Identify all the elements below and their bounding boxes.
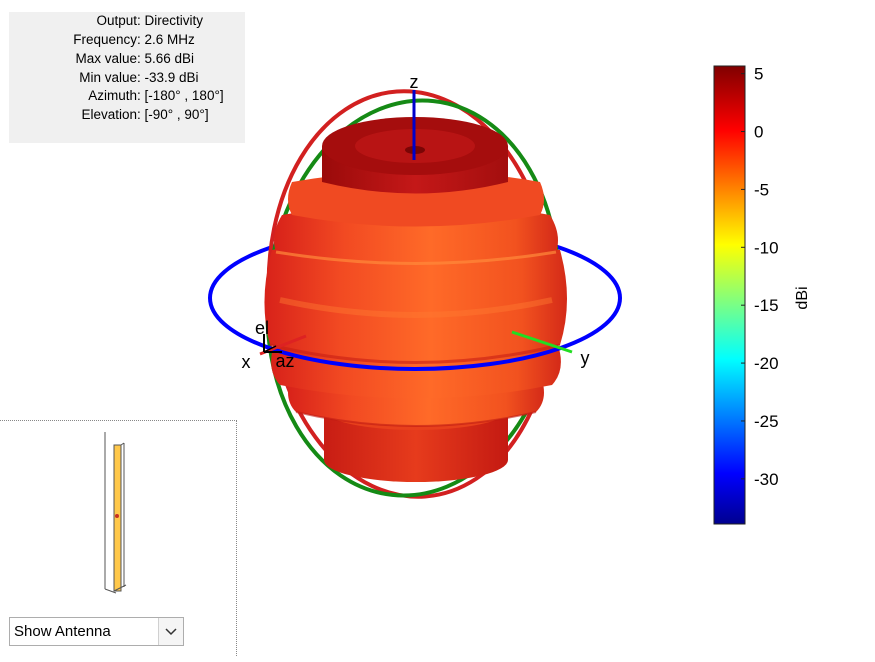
dipole-antenna-icon <box>104 432 127 594</box>
z-axis-label: z <box>410 72 419 92</box>
x-axis-label: x <box>242 352 251 372</box>
antenna-preview <box>0 420 237 656</box>
y-axis <box>511 330 573 354</box>
info-value: : [-180° , 180°] <box>137 88 224 103</box>
info-value: : Directivity <box>137 13 204 28</box>
az-label: az <box>275 351 294 371</box>
info-key: Min value <box>79 70 137 85</box>
dropdown-selected-value: Show Antenna <box>14 623 111 640</box>
el-label: el <box>255 318 269 338</box>
info-row-min: Min value : -33.9 dBi <box>9 70 245 89</box>
y-axis-label: y <box>581 348 590 368</box>
info-row-azimuth: Azimuth : [-180° , 180°] <box>9 88 245 107</box>
dropdown-button[interactable] <box>158 618 183 645</box>
info-key: Frequency <box>73 32 137 47</box>
info-row-max: Max value : 5.66 dBi <box>9 51 245 70</box>
azimuth-ring-front <box>208 297 622 371</box>
info-row-elevation: Elevation : [-90° , 90°] <box>9 107 245 126</box>
info-key: Max value <box>75 51 137 66</box>
info-value: : 2.6 MHz <box>137 32 195 47</box>
info-row-output: Output : Directivity <box>9 13 245 32</box>
info-value: : -33.9 dBi <box>137 70 199 85</box>
coordinate-triad: el az <box>255 318 295 371</box>
info-key: Elevation <box>81 107 137 122</box>
info-value: : 5.66 dBi <box>137 51 195 66</box>
pattern-surface <box>264 117 567 482</box>
info-key: Azimuth <box>88 88 137 103</box>
chevron-down-icon <box>165 628 177 636</box>
info-panel: Output : Directivity Frequency : 2.6 MHz… <box>9 12 245 143</box>
info-row-frequency: Frequency : 2.6 MHz <box>9 32 245 51</box>
info-value: : [-90° , 90°] <box>137 107 209 122</box>
show-antenna-dropdown[interactable]: Show Antenna <box>9 617 184 646</box>
info-key: Output <box>96 13 137 28</box>
